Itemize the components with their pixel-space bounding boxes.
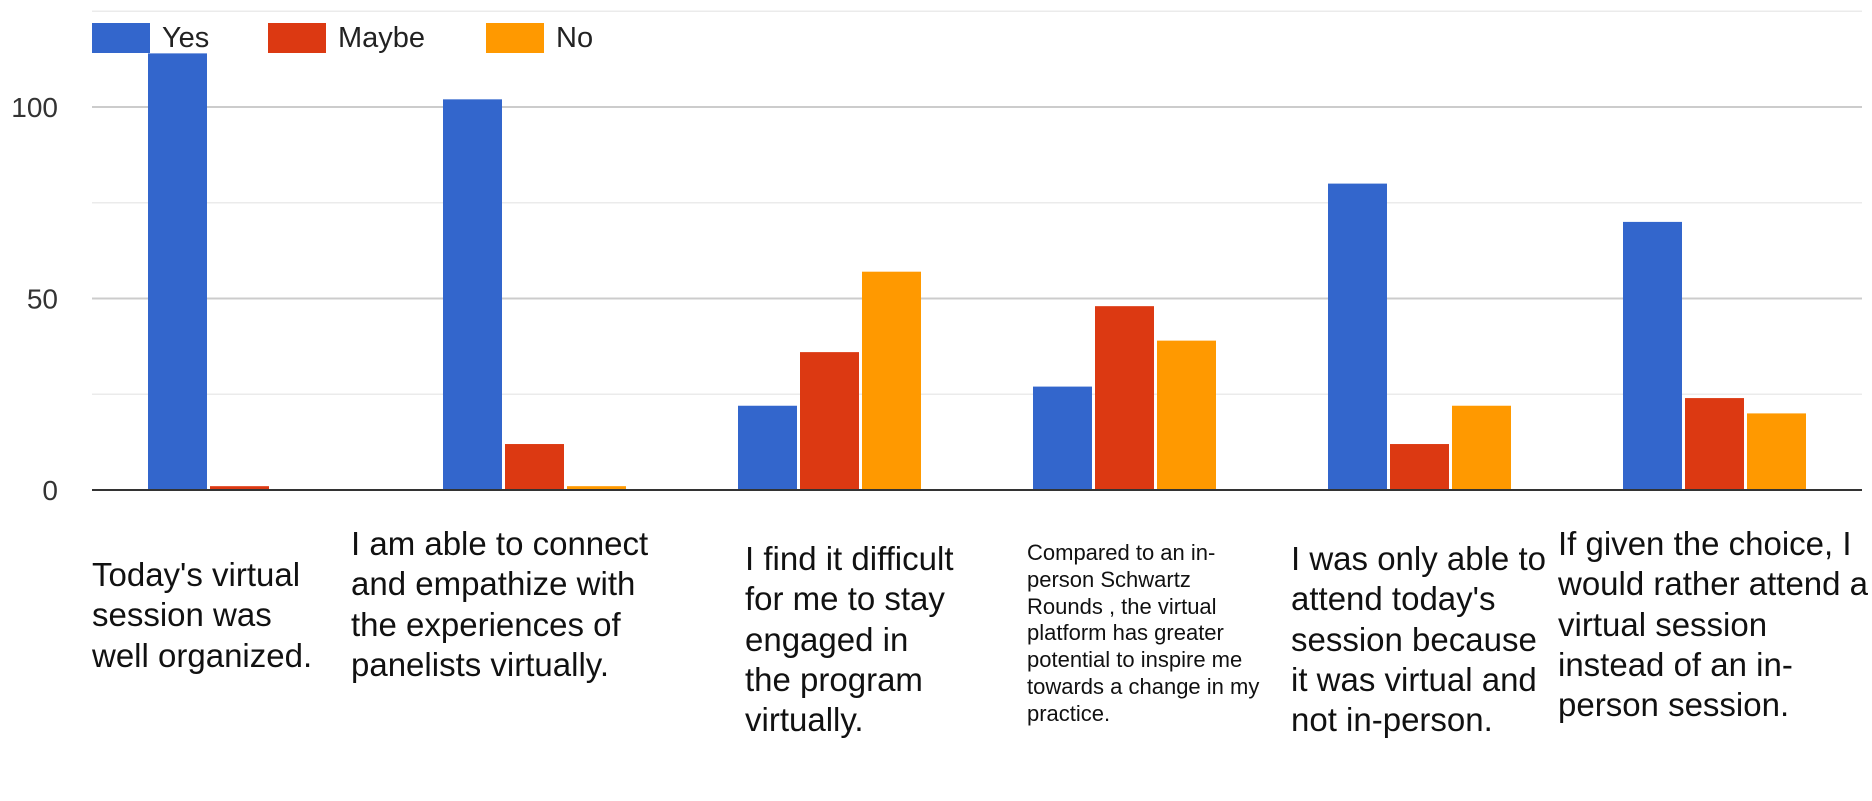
y-tick-label: 50	[27, 284, 58, 315]
category-label: Compared to an in-person Schwartz Rounds…	[1027, 540, 1260, 726]
legend-item-no[interactable]: No	[486, 22, 593, 54]
bar-maybe[interactable]	[1685, 398, 1744, 490]
bar-yes[interactable]	[443, 99, 502, 490]
y-tick-label: 0	[42, 475, 58, 506]
bar-no[interactable]	[567, 486, 626, 490]
legend-swatch-yes	[92, 23, 150, 53]
legend-label-maybe: Maybe	[338, 21, 426, 54]
bar-maybe[interactable]	[505, 444, 564, 490]
y-tick-label: 100	[11, 92, 58, 123]
legend-item-yes[interactable]: Yes	[92, 22, 209, 54]
legend-label-yes: Yes	[162, 21, 210, 54]
bar-maybe[interactable]	[210, 486, 269, 490]
bar-no[interactable]	[1747, 413, 1806, 490]
legend-swatch-maybe	[268, 23, 326, 53]
legend-swatch-no	[486, 23, 544, 53]
legend-item-maybe[interactable]: Maybe	[268, 22, 425, 54]
category-label: I was only able to attend today's sessio…	[1291, 540, 1546, 738]
category-label: If given the choice, I would rather atte…	[1558, 525, 1869, 723]
bar-no[interactable]	[862, 271, 921, 490]
legend-label-no: No	[556, 21, 594, 54]
bar-maybe[interactable]	[1095, 306, 1154, 490]
gridlines	[92, 10, 1862, 395]
category-label: I am able to connect and empathize with …	[351, 525, 649, 683]
bar-yes[interactable]	[148, 53, 207, 490]
bar-yes[interactable]	[1328, 183, 1387, 490]
y-axis-ticks: 0 50 100	[11, 92, 58, 506]
bar-no[interactable]	[1452, 405, 1511, 490]
bar-no[interactable]	[1157, 340, 1216, 490]
bars	[148, 53, 1806, 490]
category-label: Today's virtual session was well organiz…	[92, 556, 313, 674]
bar-yes[interactable]	[1033, 386, 1092, 490]
bar-yes[interactable]	[738, 405, 797, 490]
bar-maybe[interactable]	[800, 352, 859, 490]
bar-yes[interactable]	[1623, 221, 1682, 490]
bar-maybe[interactable]	[1390, 444, 1449, 490]
category-label: I find it difficult for me to stay engag…	[745, 540, 954, 738]
